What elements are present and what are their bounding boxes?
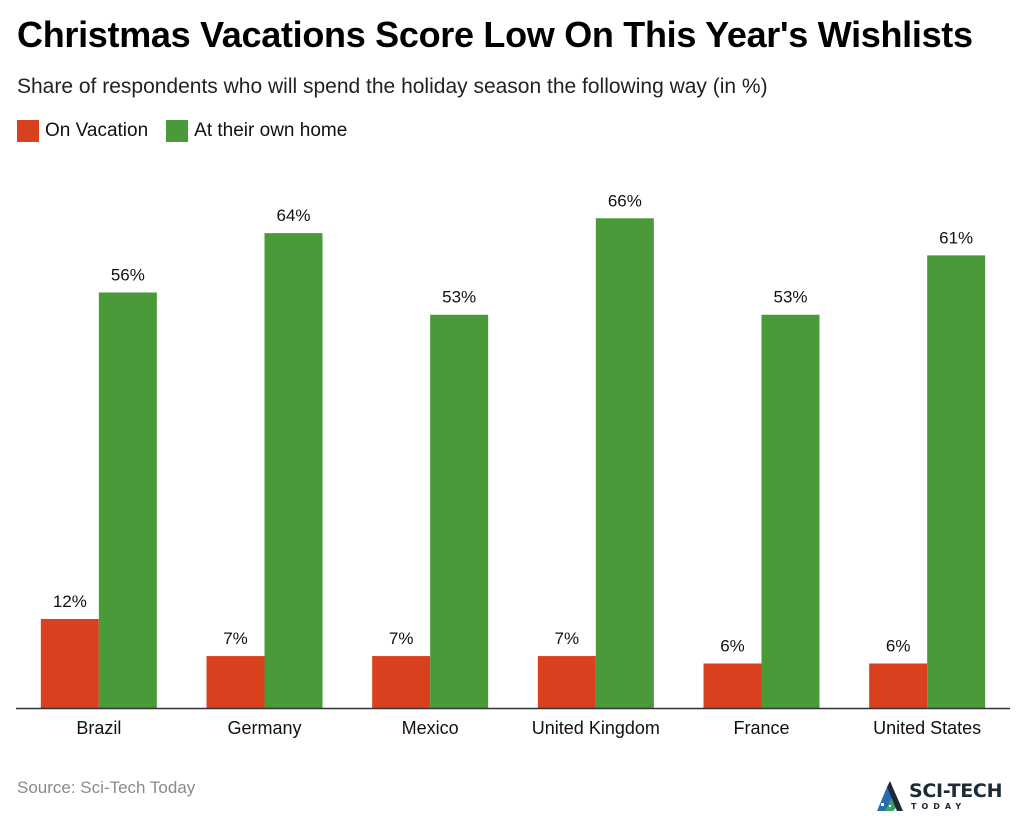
legend-swatch-on-vacation xyxy=(17,120,39,142)
bar-at-home-2 xyxy=(430,314,489,708)
legend-label-on-vacation: On Vacation xyxy=(45,120,149,141)
data-label-on-vacation-4: 6% xyxy=(720,636,745,655)
source-note: Source: Sci-Tech Today xyxy=(17,778,196,797)
bar-at-home-5 xyxy=(927,255,986,708)
logo-mark-icon xyxy=(877,781,903,811)
legend-swatch-at-home xyxy=(166,120,189,142)
x-tick-label-1: Germany xyxy=(227,718,301,738)
bar-on-vacation-0 xyxy=(40,618,99,708)
bar-at-home-4 xyxy=(761,314,820,708)
bar-on-vacation-1 xyxy=(206,656,265,708)
x-tick-label-5: United States xyxy=(873,718,981,738)
bar-on-vacation-4 xyxy=(703,663,762,708)
data-label-at-home-4: 53% xyxy=(773,288,807,307)
bar-at-home-1 xyxy=(264,233,323,708)
legend-label-at-home: At their own home xyxy=(194,120,348,141)
bar-at-home-3 xyxy=(595,218,654,708)
bar-at-home-0 xyxy=(98,292,157,708)
bar-on-vacation-2 xyxy=(372,656,431,708)
data-label-at-home-1: 64% xyxy=(276,206,310,225)
data-label-at-home-5: 61% xyxy=(939,228,973,247)
x-tick-label-4: France xyxy=(733,718,789,738)
bar-chart: 12% 56% Brazil 7% 64% Germany 7% 53% Mexico 7% 66%… xyxy=(16,191,1010,738)
chart-subtitle: Share of respondents who will spend the … xyxy=(17,75,768,98)
x-tick-label-2: Mexico xyxy=(402,718,459,738)
bar-on-vacation-3 xyxy=(537,656,596,708)
data-label-on-vacation-1: 7% xyxy=(223,629,248,648)
data-label-at-home-3: 66% xyxy=(608,191,642,210)
data-label-on-vacation-5: 6% xyxy=(886,636,911,655)
data-label-on-vacation-2: 7% xyxy=(389,629,414,648)
data-label-at-home-0: 56% xyxy=(111,265,145,284)
legend-item-on-vacation: On Vacation xyxy=(17,120,148,142)
x-tick-label-0: Brazil xyxy=(76,718,121,738)
logo-subtext: TODAY xyxy=(911,801,967,811)
sci-tech-logo: SCI-TECH TODAY xyxy=(875,778,1020,814)
data-label-at-home-2: 53% xyxy=(442,288,476,307)
legend-item-at-home: At their own home xyxy=(166,120,347,142)
chart-title: Christmas Vacations Score Low On This Ye… xyxy=(17,14,973,55)
bar-on-vacation-5 xyxy=(869,663,928,708)
data-label-on-vacation-0: 12% xyxy=(53,592,87,611)
x-tick-label-3: United Kingdom xyxy=(532,718,660,738)
legend: On Vacation At their own home xyxy=(17,120,365,142)
data-label-on-vacation-3: 7% xyxy=(555,629,580,648)
logo-text: SCI-TECH xyxy=(909,779,1003,802)
